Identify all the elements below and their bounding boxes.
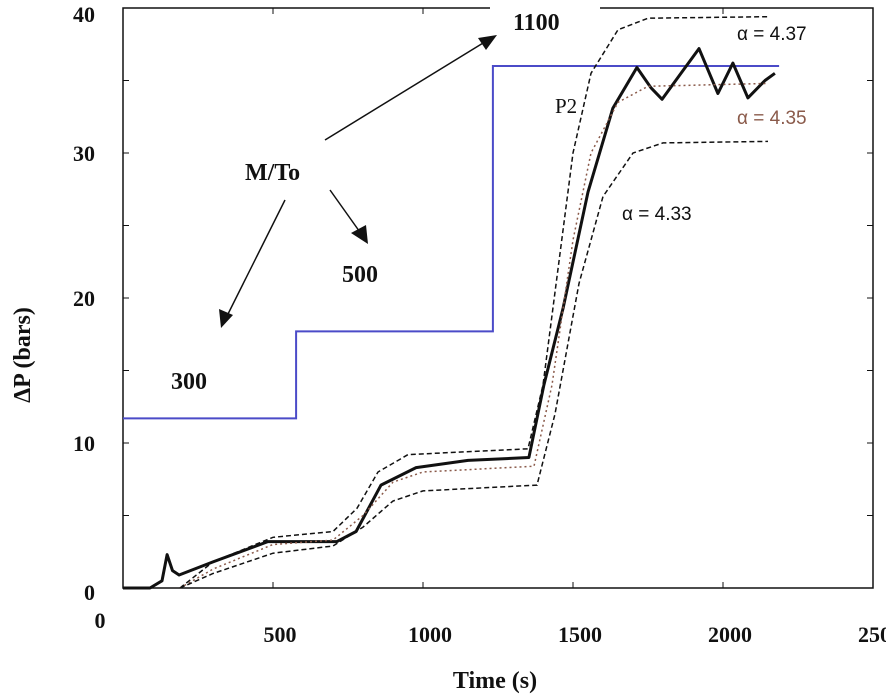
y-tick-label: 40 — [73, 2, 95, 27]
annotation-alpha-433: α = 4.33 — [622, 204, 692, 225]
x-axis-label: Time (s) — [453, 668, 537, 694]
x-tick-label: 500 — [264, 622, 297, 647]
label-1100-mask — [490, 0, 600, 14]
series-line--4-37 — [179, 15, 769, 589]
annotations: 1100 M/To 500 300 P2 α = 4.37 α = 4.35 α… — [171, 10, 807, 395]
y-tick-label: 30 — [73, 141, 95, 166]
series-line--4-35 — [179, 82, 769, 589]
annotation-mto: M/To — [245, 160, 300, 186]
arrow-to-500 — [329, 189, 368, 244]
annotation-1100: 1100 — [513, 10, 560, 36]
annotation-p2: P2 — [555, 94, 577, 118]
series-line--4-33 — [179, 140, 769, 589]
arrow-to-1100 — [324, 35, 497, 141]
x-tick-label: 2000 — [708, 622, 752, 647]
annotation-500: 500 — [342, 262, 378, 288]
y-tick-label: 10 — [73, 431, 95, 456]
x-tick-label: 1500 — [558, 622, 602, 647]
y-tick-label: 0 — [84, 580, 95, 605]
y-axis-label: ΔP (bars) — [10, 307, 36, 403]
annotation-alpha-437: α = 4.37 — [737, 24, 807, 45]
annotation-300: 300 — [171, 369, 207, 395]
arrow-to-300 — [219, 199, 286, 328]
x-tick-label: 1000 — [408, 622, 452, 647]
series-line-p2 — [123, 47, 776, 590]
series-line-m-to — [123, 65, 780, 420]
annotation-alpha-435: α = 4.35 — [737, 108, 807, 129]
series-layer — [123, 15, 780, 590]
x-tick-label: 0 — [95, 608, 106, 633]
y-tick-label: 20 — [73, 286, 95, 311]
